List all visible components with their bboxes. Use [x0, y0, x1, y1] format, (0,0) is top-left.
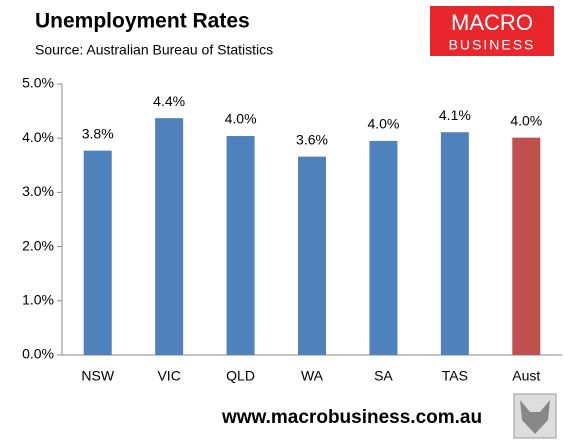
y-tick-label: 2.0%: [22, 237, 54, 253]
x-tick-label: SA: [374, 368, 393, 384]
bar: [440, 132, 469, 355]
y-tick-label: 3.0%: [22, 183, 54, 199]
x-tick-label: VIC: [157, 368, 180, 384]
wolf-icon: [520, 400, 550, 434]
bar: [298, 156, 326, 355]
x-tick-label: TAS: [442, 368, 468, 384]
y-tick-label: 0.0%: [22, 346, 54, 362]
bar: [226, 136, 255, 355]
logo-box: [430, 6, 554, 56]
value-label: 3.8%: [82, 125, 114, 141]
value-label: 4.0%: [225, 111, 257, 127]
chart-subtitle: Source: Australian Bureau of Statistics: [35, 42, 273, 58]
chart-title: Unemployment Rates: [35, 10, 250, 33]
bar: [83, 150, 112, 355]
bar: [155, 118, 184, 355]
x-tick-label: QLD: [226, 368, 255, 384]
value-label: 4.0%: [367, 116, 399, 132]
value-label: 4.4%: [153, 93, 185, 109]
value-label: 3.6%: [296, 131, 328, 147]
x-tick-label: Aust: [512, 368, 540, 384]
x-tick-label: WA: [301, 368, 324, 384]
value-label: 4.1%: [439, 107, 471, 123]
logo-text: BUSINESS: [449, 37, 536, 53]
y-tick-label: 4.0%: [22, 129, 54, 145]
bar: [369, 140, 398, 355]
y-tick-label: 1.0%: [22, 292, 54, 308]
bar: [512, 137, 541, 355]
y-tick-label: 5.0%: [22, 75, 54, 91]
x-tick-label: NSW: [81, 368, 114, 384]
logo-text: MACRO: [451, 10, 533, 35]
footer: www.macrobusiness.com.au: [221, 407, 482, 428]
value-label: 4.0%: [510, 112, 542, 128]
